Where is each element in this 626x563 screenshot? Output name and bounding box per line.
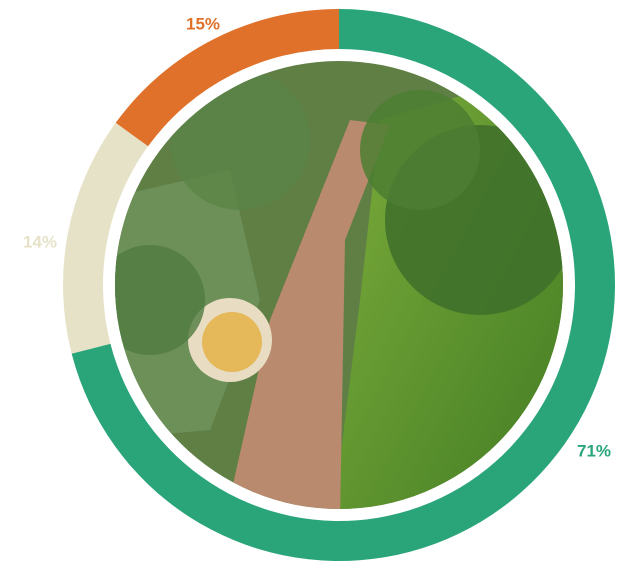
donut-segment bbox=[115, 9, 340, 147]
center-photo bbox=[115, 61, 563, 509]
value-label: 15% bbox=[186, 14, 220, 33]
value-label: 71% bbox=[577, 441, 611, 460]
donut-segment bbox=[63, 122, 149, 354]
value-label: 14% bbox=[23, 232, 57, 251]
